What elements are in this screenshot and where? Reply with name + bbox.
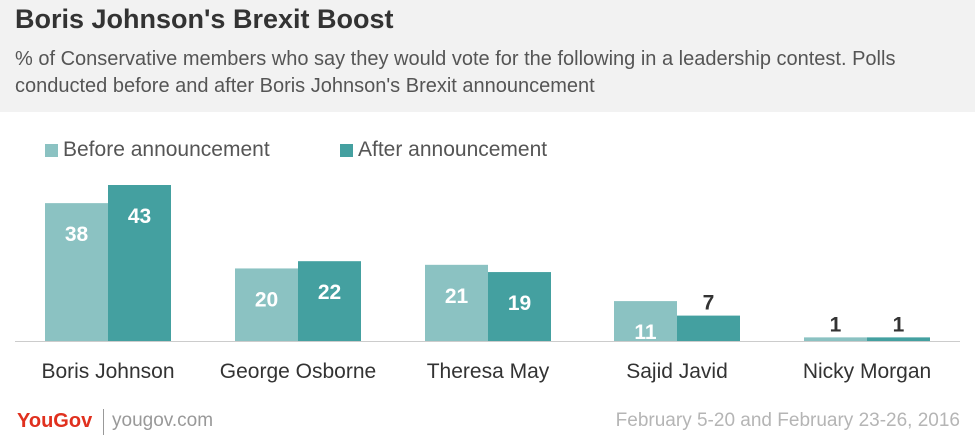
bar-value-label: 21 — [445, 285, 469, 308]
yougov-logo: YouGov — [17, 410, 93, 432]
bar-after — [867, 337, 930, 341]
bar-value-label: 19 — [508, 292, 531, 315]
footer-divider — [103, 409, 104, 435]
category-label: Boris Johnson — [41, 360, 174, 383]
bar-value-label: 43 — [128, 205, 151, 228]
bar-before — [614, 301, 677, 341]
footer-url: yougov.com — [112, 410, 214, 431]
bar-after — [108, 185, 171, 341]
bar-before — [235, 268, 298, 341]
bar-before — [804, 337, 867, 341]
footer-date: February 5-20 and February 23-26, 2016 — [615, 410, 960, 431]
category-label: George Osborne — [220, 360, 376, 383]
chart-header: Boris Johnson's Brexit Boost % of Conser… — [0, 0, 975, 112]
category-label: Theresa May — [427, 360, 550, 383]
bar-after — [488, 272, 551, 341]
bar-before — [45, 203, 108, 341]
category-label: Nicky Morgan — [803, 360, 931, 383]
bar-after — [677, 315, 740, 341]
chart-title: Boris Johnson's Brexit Boost — [15, 4, 394, 34]
bar-value-label: 20 — [255, 288, 278, 311]
chart-subtitle: % of Conservative members who say they w… — [15, 48, 896, 97]
legend-swatch-after — [340, 144, 353, 157]
legend-label-after: After announcement — [358, 138, 548, 161]
bar-value-label: 7 — [703, 292, 715, 315]
bar-value-label: 1 — [893, 313, 905, 336]
bar-chart: 38 43 Boris Johnson 20 22 George Osborne 21 19 T… — [15, 185, 960, 383]
bar-value-label: 1 — [830, 313, 842, 336]
legend-label-before: Before announcement — [63, 138, 270, 161]
category-label: Sajid Javid — [626, 360, 728, 383]
bar-value-label: 38 — [65, 223, 89, 246]
legend-swatch-before — [45, 144, 58, 157]
bar-after — [298, 261, 361, 341]
bar-before — [425, 264, 488, 341]
bar-value-label: 22 — [318, 281, 341, 304]
bar-value-label: 11 — [634, 321, 657, 344]
